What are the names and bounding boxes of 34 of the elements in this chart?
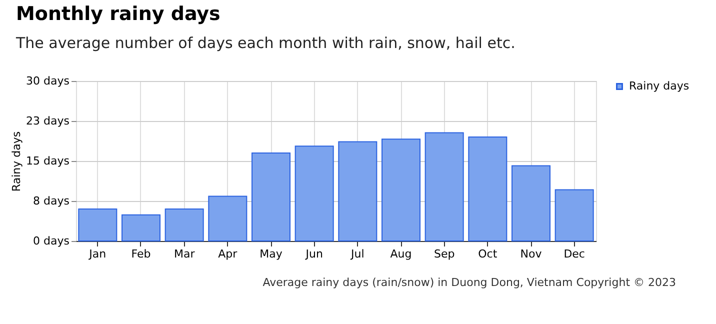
y-tick-label: 8 days bbox=[33, 194, 70, 208]
x-tick-label: Nov bbox=[520, 248, 542, 260]
bar bbox=[164, 208, 204, 242]
y-tick-label: 15 days bbox=[26, 154, 70, 168]
x-tick-label: Aug bbox=[390, 248, 412, 260]
x-tick-label: Oct bbox=[478, 248, 498, 260]
y-tick-label: 30 days bbox=[26, 74, 70, 88]
x-tick-label: Jan bbox=[88, 248, 106, 260]
chart-title: Monthly rainy days bbox=[16, 3, 220, 25]
y-tick-label: 0 days bbox=[33, 234, 70, 248]
y-tick-label: 23 days bbox=[26, 114, 70, 128]
bar bbox=[122, 214, 160, 242]
text: Average rainy days (rain/snow) in Duong Dong, Vietnam Copyright © 2023 bbox=[262, 276, 676, 289]
bar bbox=[512, 165, 550, 242]
chart-subtitle: The average number of days each month with rain, snow, hail etc. bbox=[15, 34, 516, 52]
x-tick-label: Jul bbox=[350, 248, 364, 260]
bar bbox=[78, 208, 118, 242]
bar bbox=[382, 138, 420, 242]
x-tick-label: May bbox=[260, 248, 283, 260]
bar bbox=[252, 152, 290, 242]
y-axis-title: Rainy days bbox=[10, 131, 24, 192]
bar bbox=[554, 189, 594, 242]
x-tick-label: Feb bbox=[131, 248, 151, 260]
x-tick-label: Mar bbox=[174, 248, 196, 260]
bar bbox=[294, 146, 334, 242]
bar bbox=[338, 141, 378, 242]
legend-label: Rainy days bbox=[629, 80, 690, 92]
bar bbox=[468, 136, 508, 242]
x-tick-label: Apr bbox=[218, 248, 238, 260]
bar bbox=[208, 196, 248, 242]
x-tick-label: Sep bbox=[434, 248, 455, 260]
bar bbox=[424, 132, 464, 242]
x-tick-label: Jun bbox=[304, 248, 323, 260]
x-tick-label: Dec bbox=[564, 248, 585, 260]
